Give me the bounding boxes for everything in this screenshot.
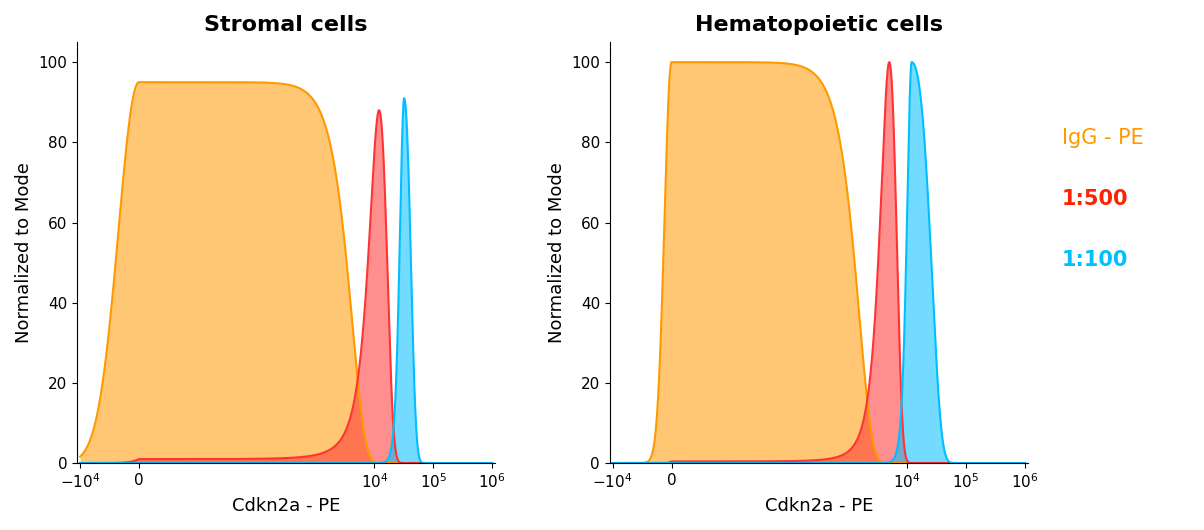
Title: Stromal cells: Stromal cells [205,15,368,35]
Text: 1:500: 1:500 [1062,189,1128,209]
X-axis label: Cdkn2a - PE: Cdkn2a - PE [232,497,341,515]
Y-axis label: Normalized to Mode: Normalized to Mode [548,162,566,343]
Y-axis label: Normalized to Mode: Normalized to Mode [14,162,33,343]
Text: IgG - PE: IgG - PE [1062,128,1144,148]
Text: 1:100: 1:100 [1062,250,1128,270]
X-axis label: Cdkn2a - PE: Cdkn2a - PE [765,497,873,515]
Title: Hematopoietic cells: Hematopoietic cells [695,15,943,35]
